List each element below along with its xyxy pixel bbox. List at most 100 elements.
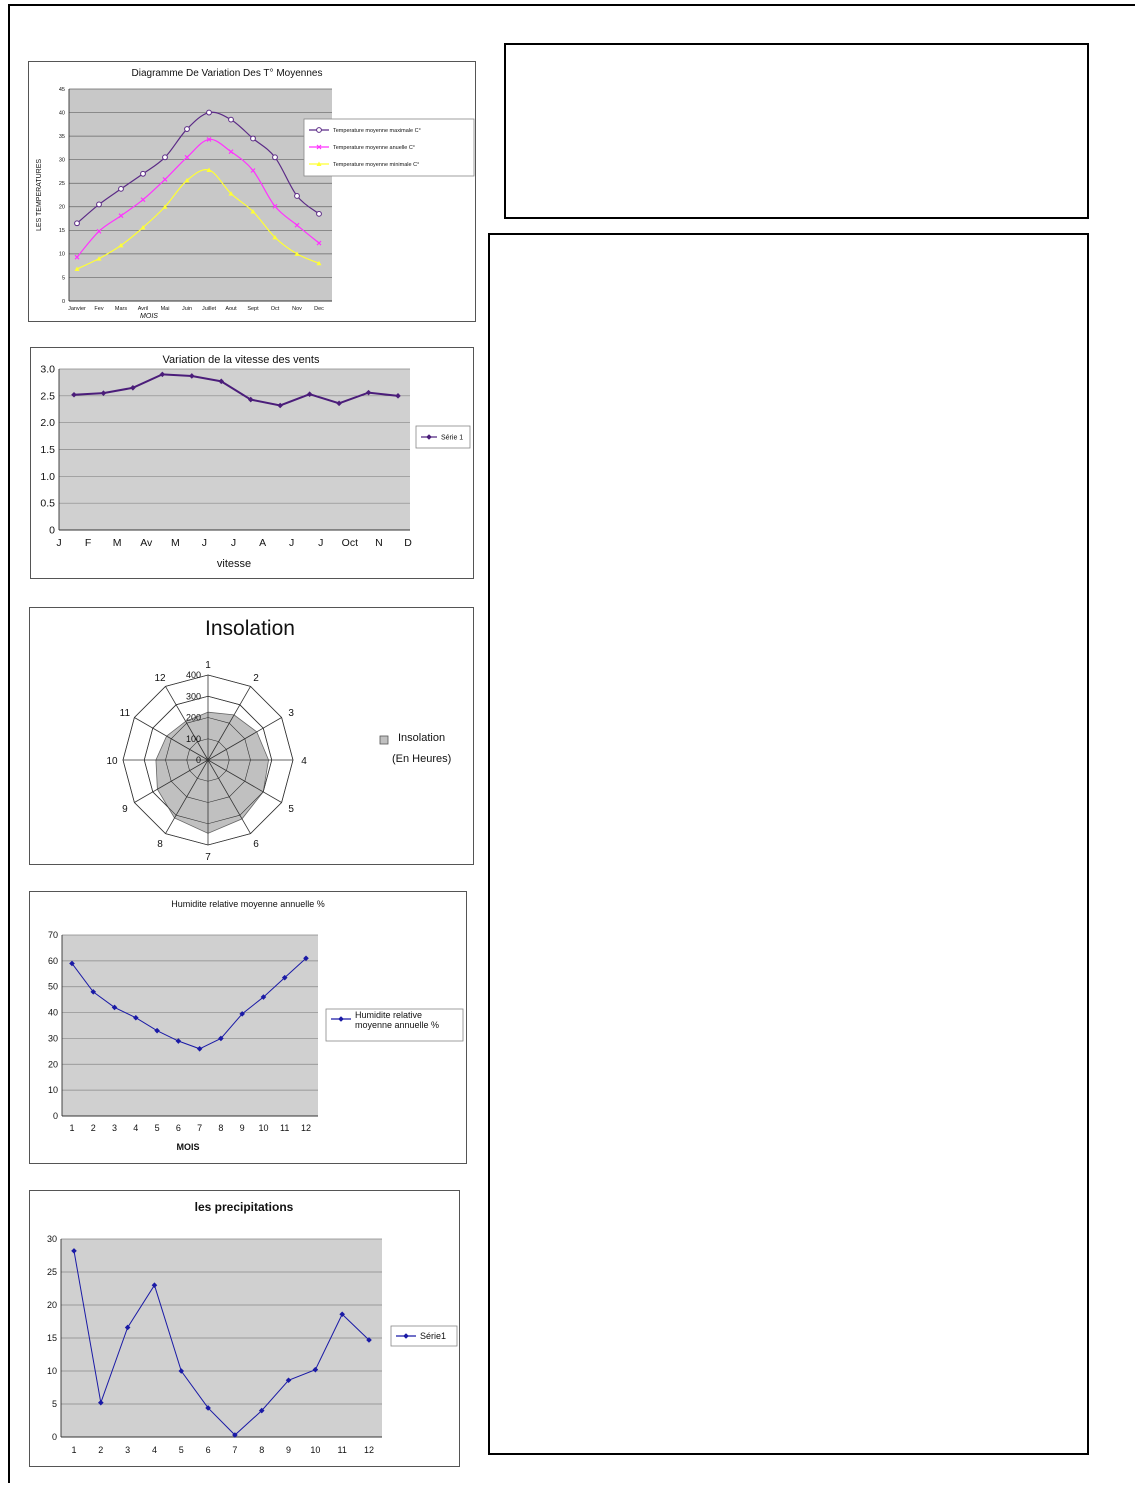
radar-tick-label: 400 [186,670,201,680]
legend-label: Temperature moyenne anuelle C° [333,145,415,151]
data-point [151,1282,158,1288]
x-tick-label: Aout [225,306,237,312]
x-tick-label: 2 [91,1123,96,1133]
y-tick-label: 20 [47,1300,57,1310]
temperature-chart-panel: 0 5 10 15 20 25 30 35 40 45 Janvier Fev Mars Avril Mai… [28,61,476,322]
data-point [206,167,212,173]
x-tick-label: J [318,537,323,549]
legend-box [325,1008,464,1042]
radar-tick-label: 0 [196,755,201,765]
x-tick-label: F [85,537,91,549]
y-tick-label: 10 [48,1085,58,1095]
data-point [272,154,278,161]
data-point [196,1045,203,1052]
legend-label: Série 1 [441,434,463,441]
y-tick-label: 40 [59,110,65,116]
y-tick-label: 1.5 [40,444,55,456]
y-tick-label: 15 [59,228,65,234]
data-point [118,213,124,219]
legend-marker [316,127,322,133]
x-tick-label: 3 [125,1445,130,1455]
x-tick-label: 12 [301,1123,311,1133]
legend-box [415,425,471,449]
y-tick-label: 2.5 [40,390,55,402]
legend-label: Série1 [420,1331,446,1341]
x-tick-label: 1 [71,1445,76,1455]
data-point [124,1324,131,1331]
legend-marker [426,434,432,440]
x-tick-label: M [113,537,122,549]
data-point [250,208,256,214]
series-line [73,373,399,407]
data-point [90,989,97,995]
x-axis-label: MOIS [140,313,158,320]
x-tick-label: 1 [69,1123,74,1133]
chart-title: Variation de la vitesse des vents [163,354,320,366]
radar-ring-outline [122,674,294,846]
radar-category-label: 10 [106,756,118,767]
x-tick-label: A [259,537,266,549]
data-point [175,1038,182,1044]
y-tick-label: 10 [59,252,65,258]
data-point [285,1377,292,1384]
data-point [312,1366,319,1373]
y-tick-label: 25 [47,1267,57,1277]
chart-title: Insolation [205,617,295,640]
radar-ring-outline [186,738,230,782]
legend-box [390,1325,458,1347]
main-right-empty-box [488,233,1089,1455]
legend-label-unit: (En Heures) [392,753,451,765]
data-point [140,197,146,203]
data-point [184,177,190,183]
legend-marker [316,144,322,150]
data-point [98,1399,104,1406]
series-line [73,1250,370,1436]
x-tick-label: J [56,537,61,549]
data-point [178,1368,185,1374]
x-tick-label: 8 [218,1123,223,1133]
y-tick-label: 30 [48,1033,58,1043]
data-point [258,1407,265,1414]
data-point [239,1011,245,1017]
x-tick-label: D [404,537,412,549]
data-point [316,260,322,266]
x-tick-label: 3 [112,1123,117,1133]
data-point [133,1014,139,1021]
x-tick-label: Nov [292,306,302,312]
x-tick-label: Juin [182,306,192,312]
insolation-chart: Insolation 1234567891011120100200300400 … [106,617,451,863]
data-point [218,1035,224,1042]
y-tick-label: 1.0 [40,471,55,483]
x-tick-label: 2 [98,1445,103,1455]
data-point [206,109,212,116]
radar-tick-label: 200 [186,713,201,723]
radar-category-label: 4 [301,756,307,767]
data-point [74,254,80,260]
data-point [96,256,102,261]
humidity-chart-panel: 0 10 20 30 40 50 60 70 1 2 3 4 5 6 7 8 9 10 11 12 Humidite … [29,891,467,1164]
data-point [316,210,322,217]
x-tick-label: Av [140,537,153,549]
data-point [205,1405,211,1411]
page-frame [8,4,1135,1483]
x-tick-label: 10 [310,1445,320,1455]
data-point [96,228,102,234]
data-point [250,135,256,142]
data-point [162,154,168,161]
y-tick-label: 15 [47,1333,57,1343]
y-tick-label: 0.5 [40,498,55,510]
series-line [71,957,307,1050]
y-tick-label: 0 [53,1111,58,1121]
data-point [140,225,146,230]
temperature-plot-area [69,89,332,301]
insolation-chart-panel: Insolation 1 2 3 4 5 6 7 8 9 10 11 12 0 100 200 300 400 … [29,607,474,865]
x-tick-label: 10 [258,1123,268,1133]
y-tick-label: 0 [52,1432,57,1442]
radar-category-label: 1 [205,660,211,671]
x-tick-label: 12 [364,1445,374,1455]
x-tick-label: 11 [338,1445,347,1455]
y-tick-label: 10 [47,1366,57,1376]
legend-square [379,735,389,745]
